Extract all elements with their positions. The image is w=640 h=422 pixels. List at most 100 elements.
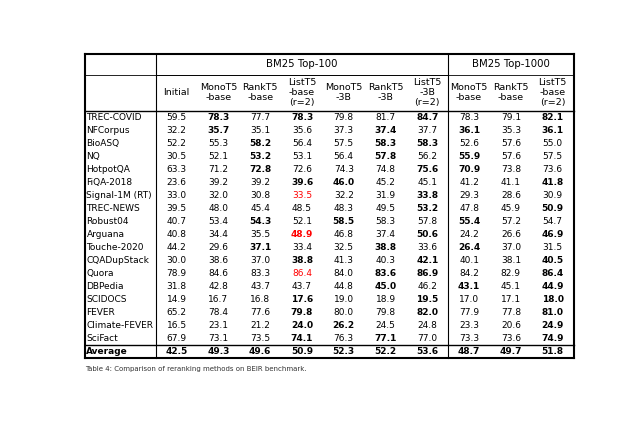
Text: 82.0: 82.0 <box>416 308 438 317</box>
Text: 26.6: 26.6 <box>501 230 521 239</box>
Text: 33.0: 33.0 <box>166 191 187 200</box>
Text: 84.2: 84.2 <box>459 269 479 278</box>
Text: 30.8: 30.8 <box>250 191 270 200</box>
Text: 77.0: 77.0 <box>417 334 437 343</box>
Text: 77.9: 77.9 <box>459 308 479 317</box>
Text: 45.1: 45.1 <box>501 282 521 291</box>
Text: 43.7: 43.7 <box>250 282 270 291</box>
Text: 19.5: 19.5 <box>416 295 438 304</box>
Text: ListT5
-base
(r=2): ListT5 -base (r=2) <box>538 78 567 107</box>
Text: 41.2: 41.2 <box>459 178 479 187</box>
Text: 79.8: 79.8 <box>291 308 313 317</box>
Text: 74.1: 74.1 <box>291 334 313 343</box>
Text: 79.1: 79.1 <box>500 113 521 122</box>
Text: 24.5: 24.5 <box>376 321 396 330</box>
Text: Signal-1M (RT): Signal-1M (RT) <box>86 191 152 200</box>
Text: 24.9: 24.9 <box>541 321 564 330</box>
Text: 49.5: 49.5 <box>376 204 396 213</box>
Text: 78.3: 78.3 <box>459 113 479 122</box>
Text: 43.7: 43.7 <box>292 282 312 291</box>
Text: 39.6: 39.6 <box>291 178 313 187</box>
Text: 14.9: 14.9 <box>166 295 187 304</box>
Text: 18.9: 18.9 <box>376 295 396 304</box>
Text: 58.3: 58.3 <box>374 139 397 148</box>
Text: 33.8: 33.8 <box>416 191 438 200</box>
Text: 23.6: 23.6 <box>166 178 187 187</box>
Text: 40.8: 40.8 <box>166 230 187 239</box>
Text: 21.2: 21.2 <box>250 321 270 330</box>
Text: 37.3: 37.3 <box>333 126 354 135</box>
Text: 45.4: 45.4 <box>250 204 270 213</box>
Text: 46.0: 46.0 <box>333 178 355 187</box>
Text: 46.9: 46.9 <box>541 230 564 239</box>
Text: 48.9: 48.9 <box>291 230 313 239</box>
Text: 45.1: 45.1 <box>417 178 437 187</box>
Text: Initial: Initial <box>164 88 190 97</box>
Text: 18.0: 18.0 <box>541 295 564 304</box>
Text: 77.8: 77.8 <box>500 308 521 317</box>
Text: 37.0: 37.0 <box>500 243 521 252</box>
Text: 49.3: 49.3 <box>207 347 230 356</box>
Text: 57.8: 57.8 <box>417 217 437 226</box>
Text: 40.5: 40.5 <box>541 256 564 265</box>
Text: FEVER: FEVER <box>86 308 115 317</box>
Text: 55.4: 55.4 <box>458 217 480 226</box>
Text: 40.7: 40.7 <box>166 217 187 226</box>
Text: Average: Average <box>86 347 128 356</box>
Text: 52.3: 52.3 <box>333 347 355 356</box>
Text: 80.0: 80.0 <box>333 308 354 317</box>
Text: 52.2: 52.2 <box>167 139 187 148</box>
Text: 28.6: 28.6 <box>501 191 521 200</box>
Text: RankT5
-3B: RankT5 -3B <box>368 83 403 102</box>
Text: Robust04: Robust04 <box>86 217 129 226</box>
Text: 57.6: 57.6 <box>500 139 521 148</box>
Text: 39.2: 39.2 <box>209 178 228 187</box>
Text: 54.3: 54.3 <box>249 217 271 226</box>
Text: 57.5: 57.5 <box>543 152 563 161</box>
Text: 50.9: 50.9 <box>291 347 313 356</box>
Text: 83.6: 83.6 <box>374 269 397 278</box>
Text: 34.4: 34.4 <box>209 230 228 239</box>
Text: 23.1: 23.1 <box>209 321 228 330</box>
Text: MonoT5
-base: MonoT5 -base <box>451 83 488 102</box>
Text: 31.9: 31.9 <box>376 191 396 200</box>
Text: 67.9: 67.9 <box>166 334 187 343</box>
Text: 35.7: 35.7 <box>207 126 230 135</box>
Text: 57.6: 57.6 <box>500 152 521 161</box>
Text: 30.0: 30.0 <box>166 256 187 265</box>
Text: 43.1: 43.1 <box>458 282 480 291</box>
Text: 52.1: 52.1 <box>292 217 312 226</box>
Text: MonoT5
-3B: MonoT5 -3B <box>325 83 362 102</box>
Text: 78.4: 78.4 <box>209 308 228 317</box>
Text: FiQA-2018: FiQA-2018 <box>86 178 132 187</box>
Text: 48.5: 48.5 <box>292 204 312 213</box>
Text: 16.8: 16.8 <box>250 295 270 304</box>
Text: 31.8: 31.8 <box>166 282 187 291</box>
Text: 84.0: 84.0 <box>334 269 354 278</box>
Text: 20.6: 20.6 <box>501 321 521 330</box>
Text: 37.0: 37.0 <box>250 256 270 265</box>
Text: 74.8: 74.8 <box>376 165 396 174</box>
Text: 52.6: 52.6 <box>459 139 479 148</box>
Text: TREC-NEWS: TREC-NEWS <box>86 204 140 213</box>
Text: 42.5: 42.5 <box>166 347 188 356</box>
Text: 47.8: 47.8 <box>459 204 479 213</box>
Text: 30.5: 30.5 <box>166 152 187 161</box>
Text: 78.9: 78.9 <box>166 269 187 278</box>
Text: 58.2: 58.2 <box>249 139 271 148</box>
Text: 53.2: 53.2 <box>249 152 271 161</box>
Text: 73.8: 73.8 <box>500 165 521 174</box>
Text: 46.2: 46.2 <box>417 282 437 291</box>
Text: ListT5
-3B
(r=2): ListT5 -3B (r=2) <box>413 78 442 107</box>
Text: Table 4: Comparison of reranking methods on BEIR benchmark.: Table 4: Comparison of reranking methods… <box>85 366 307 372</box>
Text: 54.7: 54.7 <box>543 217 563 226</box>
Text: 46.8: 46.8 <box>334 230 354 239</box>
Text: 81.7: 81.7 <box>376 113 396 122</box>
Text: 36.1: 36.1 <box>541 126 564 135</box>
Text: 40.1: 40.1 <box>459 256 479 265</box>
Text: 84.7: 84.7 <box>416 113 438 122</box>
Text: 81.0: 81.0 <box>541 308 564 317</box>
Text: 19.0: 19.0 <box>333 295 354 304</box>
Text: 73.6: 73.6 <box>543 165 563 174</box>
Text: 44.2: 44.2 <box>167 243 187 252</box>
